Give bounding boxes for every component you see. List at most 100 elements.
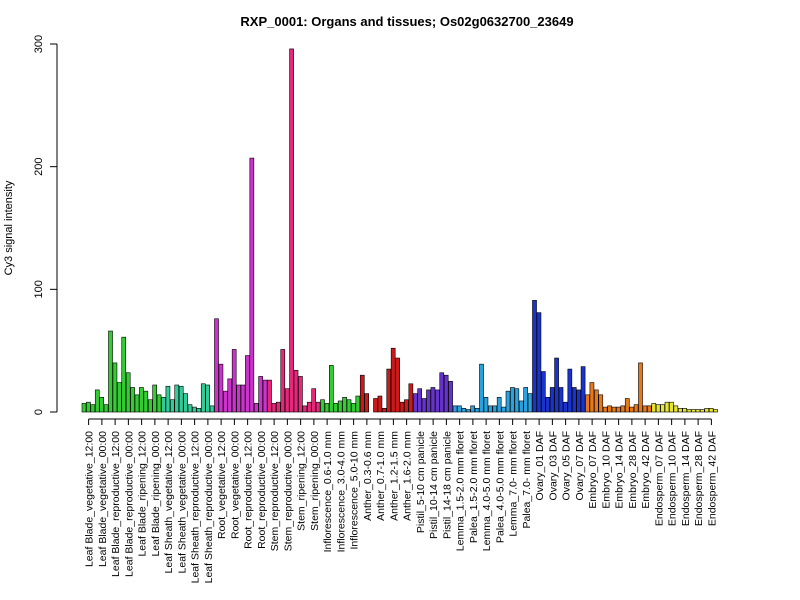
y-tick-label: 100 xyxy=(33,280,45,298)
bar xyxy=(147,399,153,413)
bar xyxy=(223,390,228,413)
x-tick-label: Endosperm_42 DAF xyxy=(706,431,718,526)
bar xyxy=(200,383,206,413)
x-tick-label: Root_vegetative_12:00 xyxy=(216,431,228,539)
bar xyxy=(611,406,617,413)
bar xyxy=(165,385,171,413)
bar xyxy=(125,372,131,413)
bar xyxy=(470,405,475,413)
x-tick-label: Anther_0.7-1.0 mm xyxy=(375,431,387,521)
bar xyxy=(629,406,634,413)
bar xyxy=(329,365,334,413)
x-tick-label: Pistil_5-10 cm panicle xyxy=(415,431,427,533)
x-tick-label: Stem_reproductive_12:00 xyxy=(269,431,281,551)
bar xyxy=(152,384,157,413)
x-tick-label: Leaf Blade_reproductive_12:00 xyxy=(110,431,122,577)
bar xyxy=(139,387,144,413)
bar xyxy=(377,395,383,413)
bar xyxy=(536,312,542,413)
bar xyxy=(479,363,484,413)
bar xyxy=(134,394,140,413)
x-tick-label: Embryo_10 DAF xyxy=(600,431,612,509)
bar xyxy=(337,400,343,413)
bar xyxy=(209,405,215,413)
bar xyxy=(280,349,286,413)
bar xyxy=(192,406,197,413)
bar xyxy=(660,404,665,413)
bar xyxy=(130,387,135,413)
bar-series xyxy=(81,48,718,413)
x-tick-label: Leaf Blade_vegetative_12:00 xyxy=(84,431,96,567)
bar xyxy=(315,401,321,413)
bar xyxy=(117,382,122,413)
bar xyxy=(183,393,188,413)
bar xyxy=(253,403,259,413)
bar xyxy=(523,387,528,413)
bar xyxy=(214,318,219,413)
bar xyxy=(607,405,612,413)
y-axis: 0 100 200 300 xyxy=(33,35,58,415)
bar xyxy=(227,378,233,413)
x-tick-label: Lemma_7.0- mm floret xyxy=(508,431,520,537)
x-tick-label: Leaf Blade_reproductive_00:00 xyxy=(123,431,135,577)
bar xyxy=(364,393,369,413)
x-tick-label: Inflorescence_5.0-10 mm xyxy=(349,431,361,550)
bar xyxy=(386,368,392,413)
x-tick-label: Ovary_01 DAF xyxy=(534,431,546,500)
bar xyxy=(412,393,418,413)
x-tick-label: Pistil_10-14 cm panicle xyxy=(428,431,440,539)
bar xyxy=(647,405,652,413)
x-tick-label: Ovary_03 DAF xyxy=(547,431,559,500)
x-tick-label: Ovary_05 DAF xyxy=(561,431,573,500)
x-tick-label: Anther_0.3-0.6 mm xyxy=(362,431,374,521)
bar xyxy=(284,388,290,413)
bar xyxy=(457,405,462,413)
bar xyxy=(346,399,352,413)
bar xyxy=(240,384,246,413)
bar xyxy=(558,387,564,413)
bar xyxy=(333,403,339,413)
bar xyxy=(276,401,281,413)
bar xyxy=(496,396,502,413)
bar xyxy=(571,387,577,413)
x-tick-label: Stem_ripening_12:00 xyxy=(296,431,308,531)
bar xyxy=(302,405,308,413)
bar xyxy=(510,387,515,413)
bar xyxy=(633,404,639,413)
bar xyxy=(620,405,626,413)
bar xyxy=(404,399,409,413)
bar xyxy=(271,403,277,413)
bar xyxy=(638,362,643,413)
bar xyxy=(655,404,661,413)
bar xyxy=(624,398,630,413)
x-tick-label: Leaf Sheath_vegetative_00:00 xyxy=(176,431,188,574)
bar xyxy=(616,406,621,413)
bar xyxy=(262,379,268,413)
bar xyxy=(86,401,91,413)
bar xyxy=(642,405,648,413)
x-tick-label: Leaf Blade_ripening_12:00 xyxy=(137,431,149,557)
x-axis: Leaf Blade_vegetative_12:00 Leaf Blade_ve… xyxy=(84,418,718,583)
bar xyxy=(700,409,705,413)
bar xyxy=(342,396,347,413)
x-tick-label: Stem_reproductive_00:00 xyxy=(282,431,294,551)
bar xyxy=(311,388,316,413)
bar xyxy=(324,403,330,413)
bar xyxy=(695,409,701,413)
bar xyxy=(461,408,467,413)
bar xyxy=(196,408,202,413)
x-tick-label: Leaf Blade_vegetative_00:00 xyxy=(97,431,109,567)
x-tick-label: Pistil_14-18 cm panicle xyxy=(441,431,453,539)
bar xyxy=(161,396,166,413)
bar xyxy=(399,401,405,413)
bar xyxy=(465,409,471,413)
x-tick-label: Root_reproductive_12:00 xyxy=(243,431,255,549)
bar xyxy=(443,374,449,413)
x-tick-label: Embryo_42 DAF xyxy=(640,431,652,509)
bar xyxy=(594,389,599,413)
bar xyxy=(669,401,674,413)
x-tick-label: Anther_1.6-2.0 mm xyxy=(402,431,414,521)
bar xyxy=(518,400,524,413)
bar xyxy=(505,390,511,413)
